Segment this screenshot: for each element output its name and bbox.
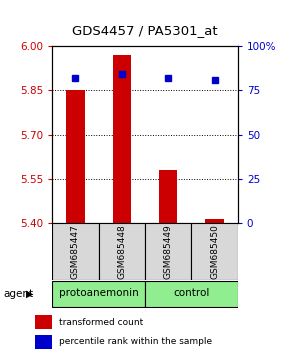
Text: percentile rank within the sample: percentile rank within the sample bbox=[59, 337, 213, 347]
FancyBboxPatch shape bbox=[145, 281, 238, 307]
Bar bbox=[35, 335, 52, 348]
Text: GDS4457 / PA5301_at: GDS4457 / PA5301_at bbox=[72, 24, 218, 37]
Bar bbox=[113, 55, 131, 223]
FancyBboxPatch shape bbox=[99, 223, 145, 280]
Bar bbox=[35, 315, 52, 329]
Text: GSM685450: GSM685450 bbox=[210, 224, 219, 279]
FancyBboxPatch shape bbox=[145, 223, 191, 280]
Text: transformed count: transformed count bbox=[59, 318, 144, 327]
Text: GSM685448: GSM685448 bbox=[117, 224, 126, 279]
Text: protoanemonin: protoanemonin bbox=[59, 288, 139, 298]
Text: GSM685447: GSM685447 bbox=[71, 224, 80, 279]
Bar bbox=[159, 170, 177, 223]
FancyBboxPatch shape bbox=[52, 223, 238, 280]
Text: ▶: ▶ bbox=[26, 289, 34, 299]
Bar bbox=[205, 218, 224, 223]
FancyBboxPatch shape bbox=[191, 223, 238, 280]
Text: control: control bbox=[173, 288, 210, 298]
Text: GSM685449: GSM685449 bbox=[164, 224, 173, 279]
Bar bbox=[66, 90, 85, 223]
Text: agent: agent bbox=[3, 289, 33, 299]
FancyBboxPatch shape bbox=[52, 281, 145, 307]
FancyBboxPatch shape bbox=[52, 223, 99, 280]
